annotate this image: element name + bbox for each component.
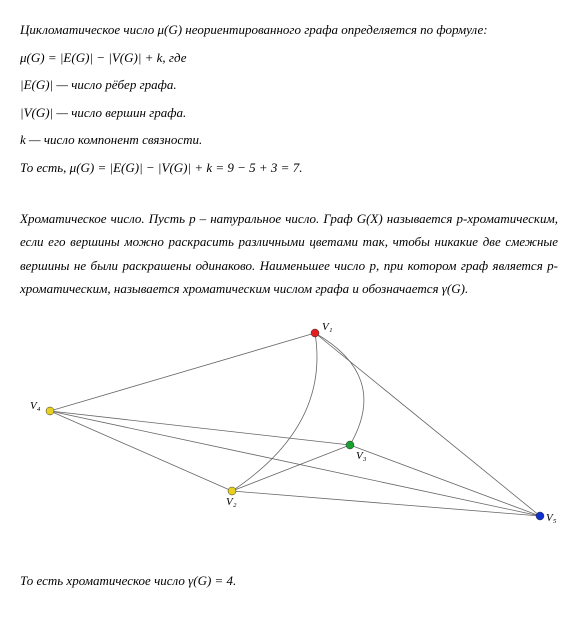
node-label-v5: V₅ <box>546 512 557 524</box>
edge-v4-v3 <box>50 411 350 445</box>
edge-v4-v5 <box>50 411 540 516</box>
line-formula: μ(G) = |E(G)| − |V(G)| + k, где <box>20 48 558 68</box>
chromatic-result: То есть хроматическое число γ(G) = 4. <box>20 571 558 591</box>
line-vertices: |V(G)| — число вершин графа. <box>20 103 558 123</box>
node-v3 <box>346 441 354 449</box>
graph-svg: V₁ V₂ V₃ V₄ V₅ <box>20 321 560 541</box>
line-cyclomatic-def: Цикломатическое число μ(G) неориентирова… <box>20 20 558 40</box>
node-label-v1: V₁ <box>322 321 333 333</box>
node-label-v3: V₃ <box>356 450 367 462</box>
graph-figure: V₁ V₂ V₃ V₄ V₅ <box>20 321 560 541</box>
node-label-v2: V₂ <box>226 496 237 508</box>
edge-v3-v5 <box>350 445 540 516</box>
edge-v2-v3 <box>232 445 350 491</box>
edge-v1-v3 <box>315 333 364 445</box>
edge-v4-v1 <box>50 333 315 411</box>
edge-v1-v2 <box>232 333 317 491</box>
line-components: k — число компонент связности. <box>20 130 558 150</box>
line-edges: |E(G)| — число рёбер графа. <box>20 75 558 95</box>
node-v4 <box>46 407 54 415</box>
edge-v2-v5 <box>232 491 540 516</box>
chromatic-paragraph: Хроматическое число. Пусть p – натуральн… <box>20 207 558 301</box>
node-v5 <box>536 512 544 520</box>
node-v2 <box>228 487 236 495</box>
edge-v4-v2 <box>50 411 232 491</box>
node-label-v4: V₄ <box>30 400 41 412</box>
line-result: То есть, μ(G) = |E(G)| − |V(G)| + k = 9 … <box>20 158 558 178</box>
node-v1 <box>311 329 319 337</box>
